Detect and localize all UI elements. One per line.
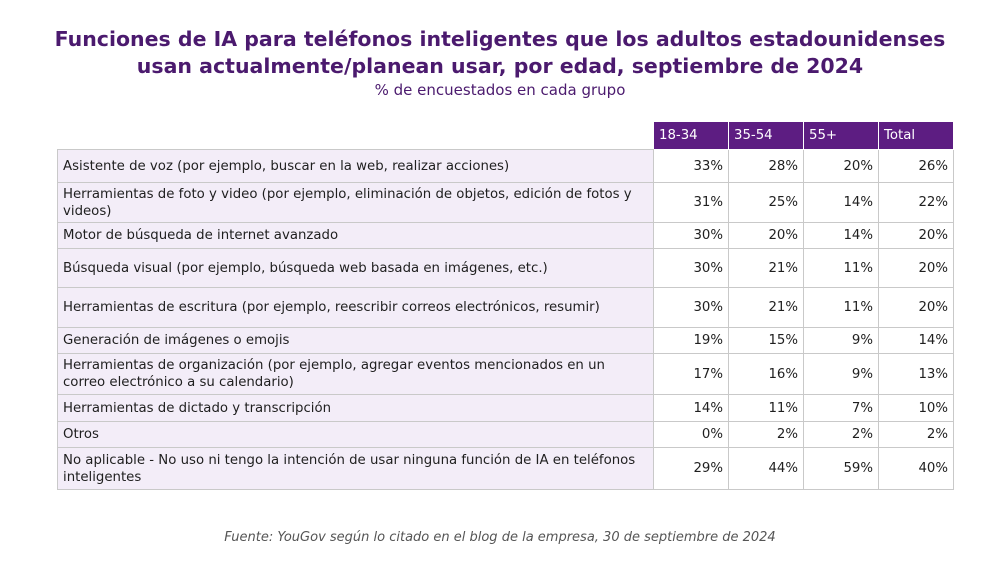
- value-cell-total: 40%: [878, 447, 954, 490]
- value-cell-55-plus: 14%: [803, 222, 879, 249]
- value-cell-18-34: 30%: [653, 222, 729, 249]
- row-label: Herramientas de escritura (por ejemplo, …: [57, 287, 654, 328]
- value-cell-18-34: 30%: [653, 248, 729, 288]
- value-cell-35-54: 11%: [728, 394, 804, 422]
- value-cell-18-34: 17%: [653, 353, 729, 395]
- value-cell-total: 22%: [878, 182, 954, 223]
- table-row: Búsqueda visual (por ejemplo, búsqueda w…: [57, 248, 954, 288]
- value-cell-55-plus: 7%: [803, 394, 879, 422]
- value-cell-35-54: 25%: [728, 182, 804, 223]
- value-cell-18-34: 29%: [653, 447, 729, 490]
- value-cell-55-plus: 9%: [803, 353, 879, 395]
- value-cell-35-54: 21%: [728, 287, 804, 328]
- chart-subtitle: % de encuestados en cada grupo: [374, 81, 626, 99]
- value-cell-total: 13%: [878, 353, 954, 395]
- value-cell-18-34: 30%: [653, 287, 729, 328]
- column-header-55-plus: 55+: [803, 121, 879, 150]
- row-label: Herramientas de organización (por ejempl…: [57, 353, 654, 395]
- value-cell-18-34: 31%: [653, 182, 729, 223]
- value-cell-total: 10%: [878, 394, 954, 422]
- value-cell-18-34: 14%: [653, 394, 729, 422]
- value-cell-total: 20%: [878, 222, 954, 249]
- data-table: 18-34 35-54 55+ Total Asistente de voz (…: [57, 121, 954, 490]
- value-cell-55-plus: 2%: [803, 421, 879, 448]
- header-row: 18-34 35-54 55+ Total: [57, 121, 954, 150]
- value-cell-total: 20%: [878, 287, 954, 328]
- value-cell-35-54: 2%: [728, 421, 804, 448]
- source-note: Fuente: YouGov según lo citado en el blo…: [224, 530, 776, 545]
- value-cell-total: 20%: [878, 248, 954, 288]
- table-row: Herramientas de organización (por ejempl…: [57, 353, 954, 395]
- chart-title: Funciones de IA para teléfonos inteligen…: [54, 27, 946, 78]
- value-cell-55-plus: 14%: [803, 182, 879, 223]
- value-cell-18-34: 33%: [653, 149, 729, 183]
- column-header-35-54: 35-54: [728, 121, 804, 150]
- value-cell-35-54: 44%: [728, 447, 804, 490]
- table-row: Herramientas de dictado y transcripción 1…: [57, 394, 954, 422]
- row-label: Otros: [57, 421, 654, 448]
- row-label: Búsqueda visual (por ejemplo, búsqueda w…: [57, 248, 654, 288]
- table-body: Asistente de voz (por ejemplo, buscar en…: [57, 149, 954, 490]
- row-label: No aplicable - No uso ni tengo la intenc…: [57, 447, 654, 490]
- table-row: Herramientas de escritura (por ejemplo, …: [57, 287, 954, 328]
- value-cell-55-plus: 20%: [803, 149, 879, 183]
- value-cell-18-34: 0%: [653, 421, 729, 448]
- row-label: Motor de búsqueda de internet avanzado: [57, 222, 654, 249]
- table-row: Asistente de voz (por ejemplo, buscar en…: [57, 149, 954, 183]
- row-label: Herramientas de foto y video (por ejempl…: [57, 182, 654, 223]
- value-cell-35-54: 15%: [728, 327, 804, 354]
- value-cell-18-34: 19%: [653, 327, 729, 354]
- column-header-total: Total: [878, 121, 954, 150]
- value-cell-55-plus: 11%: [803, 287, 879, 328]
- value-cell-total: 2%: [878, 421, 954, 448]
- table-row: Otros 0% 2% 2% 2%: [57, 421, 954, 448]
- value-cell-35-54: 20%: [728, 222, 804, 249]
- value-cell-35-54: 21%: [728, 248, 804, 288]
- value-cell-55-plus: 59%: [803, 447, 879, 490]
- value-cell-total: 26%: [878, 149, 954, 183]
- value-cell-55-plus: 11%: [803, 248, 879, 288]
- value-cell-35-54: 28%: [728, 149, 804, 183]
- row-label: Asistente de voz (por ejemplo, buscar en…: [57, 149, 654, 183]
- header-blank-cell: [57, 121, 654, 150]
- table-row: Motor de búsqueda de internet avanzado 30…: [57, 222, 954, 249]
- value-cell-total: 14%: [878, 327, 954, 354]
- table-row: No aplicable - No uso ni tengo la intenc…: [57, 447, 954, 490]
- value-cell-55-plus: 9%: [803, 327, 879, 354]
- row-label: Generación de imágenes o emojis: [57, 327, 654, 354]
- value-cell-35-54: 16%: [728, 353, 804, 395]
- row-label: Herramientas de dictado y transcripción: [57, 394, 654, 422]
- table-row: Generación de imágenes o emojis 19% 15% 9% 1…: [57, 327, 954, 354]
- table-row: Herramientas de foto y video (por ejempl…: [57, 182, 954, 223]
- column-header-18-34: 18-34: [653, 121, 729, 150]
